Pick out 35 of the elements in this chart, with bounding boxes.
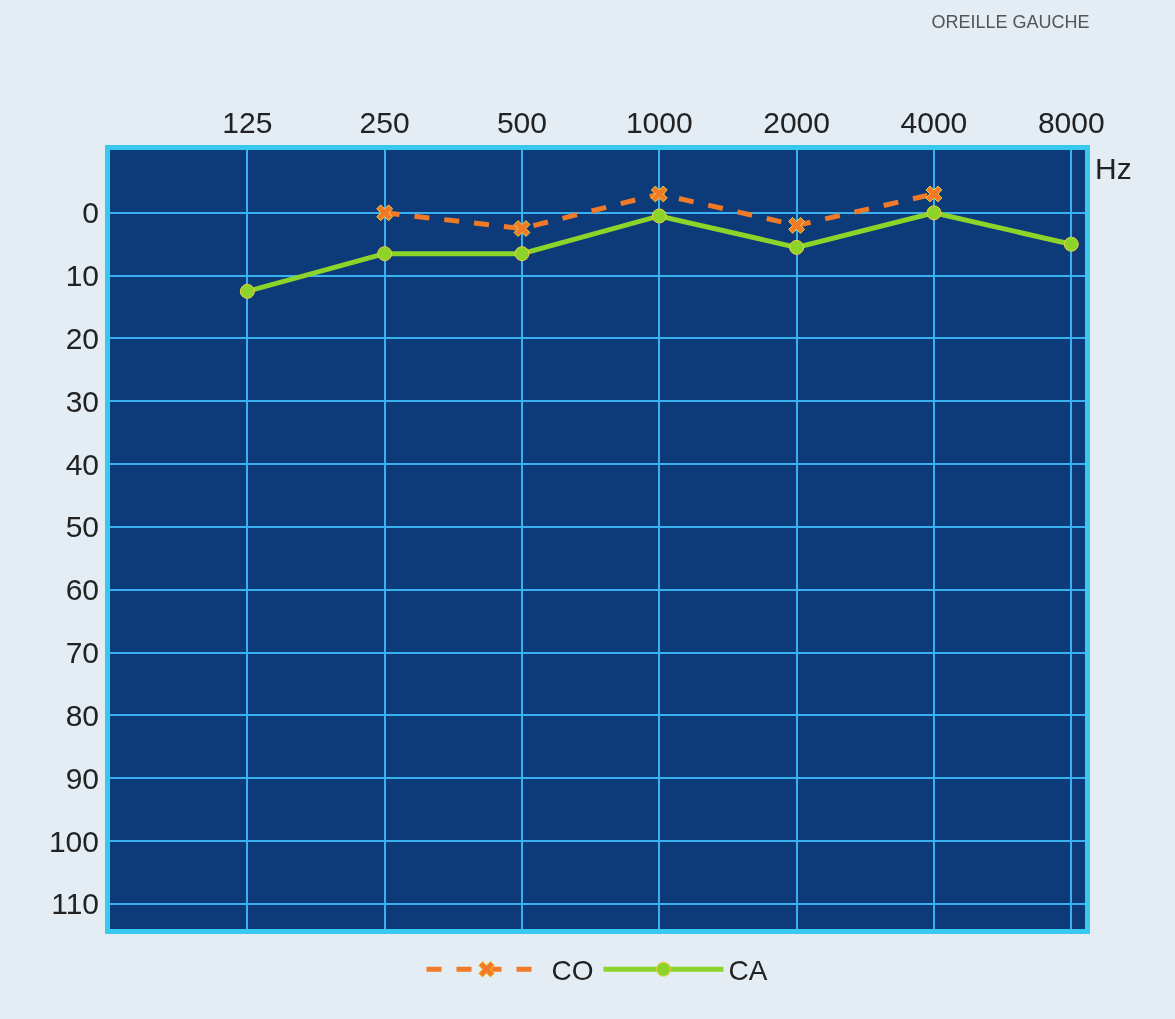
x-tick-label: 250 bbox=[359, 106, 410, 139]
point bbox=[926, 205, 942, 221]
x-tick-label: 500 bbox=[496, 106, 547, 139]
y-tick-label: 0 bbox=[82, 196, 99, 230]
legend-label: CO bbox=[551, 955, 594, 987]
x-tick-label: 2000 bbox=[763, 106, 830, 139]
point bbox=[377, 246, 393, 262]
x-tick-label: 8000 bbox=[1037, 106, 1105, 139]
y-tick-label: 30 bbox=[65, 384, 99, 418]
y-tick-label: 100 bbox=[48, 824, 99, 858]
y-tick-label: 110 bbox=[51, 887, 99, 921]
point bbox=[513, 220, 531, 237]
y-tick-label: 90 bbox=[65, 761, 99, 795]
point bbox=[788, 216, 806, 234]
x-tick-label: 4000 bbox=[900, 106, 968, 139]
point bbox=[1063, 236, 1079, 252]
y-tick-label: 80 bbox=[65, 698, 99, 732]
y-tick-label: 50 bbox=[65, 510, 99, 544]
y-tick-label: 40 bbox=[65, 447, 99, 481]
y-tick-label: 10 bbox=[65, 259, 99, 293]
point bbox=[239, 283, 255, 299]
x-axis-title: Hz bbox=[1095, 152, 1132, 185]
point bbox=[789, 239, 805, 255]
point bbox=[650, 185, 668, 203]
point bbox=[514, 246, 530, 262]
x-tick-label: 1000 bbox=[625, 106, 693, 139]
y-tick-label: 60 bbox=[65, 573, 99, 607]
y-tick-label: 70 bbox=[65, 636, 99, 670]
legend-label: CA bbox=[728, 955, 768, 987]
point bbox=[376, 204, 394, 222]
chart-title: OREILLE GAUCHE bbox=[931, 11, 1090, 32]
x-tick-label: 125 bbox=[222, 106, 273, 139]
y-tick-label: 20 bbox=[65, 321, 99, 355]
point bbox=[651, 208, 667, 224]
point bbox=[925, 185, 943, 203]
